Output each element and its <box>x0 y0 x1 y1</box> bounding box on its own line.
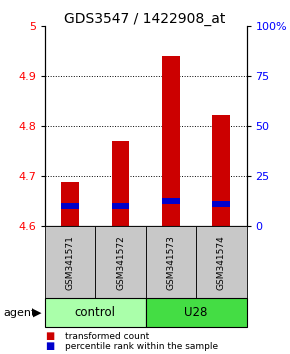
Text: ■: ■ <box>45 331 54 341</box>
Bar <box>213 201 230 207</box>
Bar <box>196 226 246 298</box>
Text: transformed count: transformed count <box>65 332 150 341</box>
Bar <box>162 56 180 226</box>
Text: ▶: ▶ <box>33 308 42 318</box>
Bar <box>146 226 196 298</box>
Bar <box>61 203 79 209</box>
Bar <box>112 203 129 209</box>
Bar <box>112 141 129 226</box>
Bar <box>146 298 246 327</box>
Bar <box>61 182 79 226</box>
Text: GDS3547 / 1422908_at: GDS3547 / 1422908_at <box>64 12 226 27</box>
Bar <box>45 298 146 327</box>
Text: GSM341573: GSM341573 <box>166 235 175 290</box>
Text: GSM341572: GSM341572 <box>116 235 125 290</box>
Text: GSM341574: GSM341574 <box>217 235 226 290</box>
Text: U28: U28 <box>184 307 208 319</box>
Text: ■: ■ <box>45 341 54 351</box>
Bar <box>95 226 146 298</box>
Text: agent: agent <box>3 308 35 318</box>
Bar <box>213 115 230 226</box>
Text: control: control <box>75 307 116 319</box>
Bar <box>45 226 95 298</box>
Text: percentile rank within the sample: percentile rank within the sample <box>65 342 218 351</box>
Bar <box>162 198 180 204</box>
Text: GSM341571: GSM341571 <box>66 235 75 290</box>
